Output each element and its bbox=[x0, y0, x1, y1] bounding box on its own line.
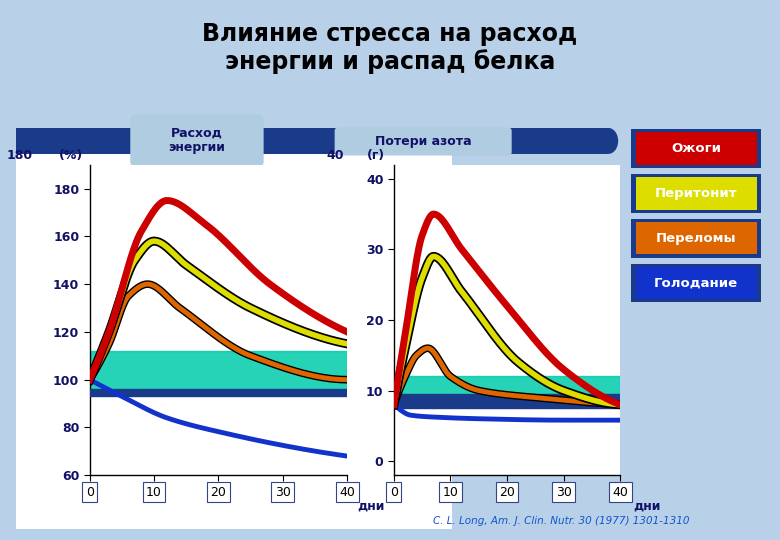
Text: Ожоги: Ожоги bbox=[671, 142, 722, 155]
Bar bbox=[636, 132, 757, 165]
Bar bbox=[394, 394, 620, 408]
Text: Расход
энергии: Расход энергии bbox=[168, 126, 225, 154]
Bar bbox=[394, 376, 620, 404]
Text: Потери азота: Потери азота bbox=[375, 135, 471, 148]
Text: Голодание: Голодание bbox=[654, 276, 738, 289]
FancyBboxPatch shape bbox=[335, 127, 512, 156]
Text: 180: 180 bbox=[7, 148, 33, 161]
Text: (%): (%) bbox=[58, 148, 83, 161]
Text: дни: дни bbox=[633, 500, 661, 513]
FancyBboxPatch shape bbox=[130, 114, 264, 166]
Text: (г): (г) bbox=[367, 148, 385, 161]
Bar bbox=[90, 351, 347, 392]
Bar bbox=[16, 135, 452, 529]
Text: C. L. Long, Am. J. Clin. Nutr. 30 (1977) 1301-1310: C. L. Long, Am. J. Clin. Nutr. 30 (1977)… bbox=[434, 516, 690, 526]
Bar bbox=[90, 389, 347, 396]
Bar bbox=[636, 177, 757, 210]
Ellipse shape bbox=[599, 128, 618, 154]
Text: дни: дни bbox=[357, 500, 385, 513]
Bar bbox=[16, 128, 608, 154]
Bar bbox=[636, 267, 757, 299]
Bar bbox=[631, 219, 761, 258]
Text: Переломы: Переломы bbox=[656, 232, 736, 245]
Text: 40: 40 bbox=[327, 148, 344, 161]
Bar bbox=[631, 264, 761, 302]
Text: Перитонит: Перитонит bbox=[655, 187, 737, 200]
Bar bbox=[631, 129, 761, 168]
Bar bbox=[631, 174, 761, 213]
Bar bbox=[636, 222, 757, 254]
Text: Влияние стресса на расход
энергии и распад белка: Влияние стресса на расход энергии и расп… bbox=[202, 22, 578, 75]
